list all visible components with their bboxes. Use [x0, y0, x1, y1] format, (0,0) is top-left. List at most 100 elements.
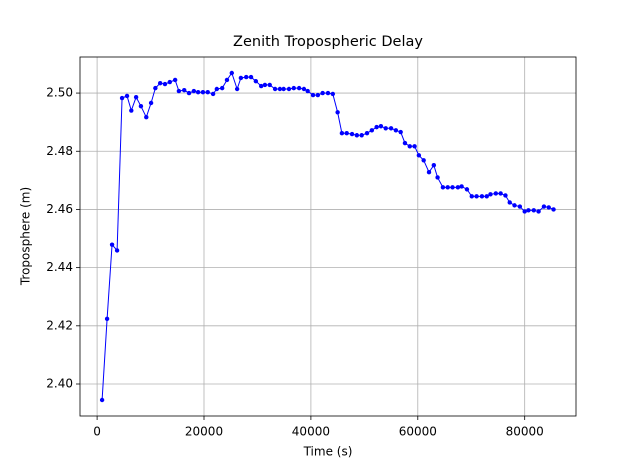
data-point [440, 185, 446, 190]
data-point [455, 185, 461, 190]
data-point [374, 124, 379, 130]
data-point [459, 184, 464, 189]
data-point [291, 85, 296, 91]
data-point [114, 248, 120, 253]
data-point [200, 90, 206, 95]
data-point [305, 88, 310, 94]
data-point [229, 70, 234, 76]
data-point [214, 86, 220, 92]
data-point [296, 85, 302, 91]
data-point [398, 129, 403, 135]
data-point [416, 153, 422, 158]
data-point [195, 90, 201, 95]
data-point [479, 194, 485, 199]
data-point [129, 108, 134, 113]
data-point [369, 128, 375, 133]
data-point [402, 140, 408, 146]
data-point [412, 144, 417, 149]
data-point [162, 81, 168, 87]
y-tick-label: 2.42 [46, 318, 73, 332]
data-point [167, 79, 172, 85]
data-point [248, 74, 254, 80]
data-point [138, 103, 144, 109]
data-point [450, 185, 455, 190]
data-point [330, 91, 336, 97]
data-point [421, 158, 426, 163]
data-point [407, 144, 412, 149]
y-tick-label: 2.40 [46, 376, 73, 390]
data-point [484, 194, 489, 199]
data-point [469, 194, 474, 199]
data-point [339, 131, 345, 136]
data-point [182, 87, 187, 93]
data-point [219, 85, 225, 91]
data-point [258, 83, 264, 89]
data-point [272, 86, 278, 92]
data-point [522, 209, 527, 214]
data-point [191, 88, 197, 94]
data-point [488, 192, 493, 197]
data-point [507, 200, 512, 205]
data-point [359, 133, 364, 138]
data-point [104, 316, 110, 322]
data-point [445, 185, 450, 190]
x-axis-label: Time (s) [303, 445, 353, 459]
data-point [224, 77, 230, 83]
y-axis-label: Troposphere (m) [19, 187, 33, 286]
data-point [320, 90, 325, 96]
x-tick-label: 80000 [506, 425, 544, 439]
data-point [531, 208, 536, 213]
data-point [378, 124, 384, 129]
data-point [210, 91, 216, 97]
y-tick-label: 2.44 [46, 260, 73, 274]
x-tick-label: 60000 [399, 425, 437, 439]
y-tick-label: 2.46 [46, 202, 73, 216]
data-point [238, 75, 244, 81]
data-point [493, 191, 499, 196]
chart-title: Zenith Tropospheric Delay [233, 34, 423, 50]
data-point [99, 397, 105, 403]
data-point [172, 77, 178, 83]
data-point [315, 92, 321, 98]
data-point [536, 209, 541, 214]
data-line [101, 71, 554, 401]
data-point [281, 86, 286, 92]
data-point [253, 78, 259, 84]
data-point [512, 203, 517, 208]
data-point [277, 86, 283, 92]
data-point [109, 242, 115, 247]
data-point [133, 94, 139, 100]
data-point [286, 86, 292, 92]
data-point [205, 90, 210, 95]
data-point [364, 131, 370, 136]
data-point [498, 191, 503, 196]
data-point [234, 86, 240, 92]
data-point [119, 95, 125, 101]
data-point [435, 175, 440, 180]
data-point [144, 115, 149, 120]
data-point [153, 85, 158, 91]
data-point [431, 163, 437, 168]
data-point [354, 133, 360, 138]
y-tick-label: 2.48 [46, 144, 73, 158]
data-point [344, 131, 349, 136]
data-point [244, 74, 249, 80]
data-point [335, 110, 340, 115]
data-point [464, 187, 470, 192]
data-point [546, 205, 551, 210]
data-point [541, 204, 547, 209]
x-tick-label: 20000 [185, 425, 223, 439]
x-tick-label: 40000 [292, 425, 330, 439]
y-tick-label: 2.50 [46, 86, 73, 100]
data-point [186, 90, 192, 96]
data-point [267, 82, 272, 88]
data-point [551, 207, 556, 212]
data-point [503, 193, 508, 198]
data-point [388, 126, 394, 131]
data-point [157, 80, 163, 86]
data-point [426, 170, 432, 175]
data-point [301, 86, 307, 92]
data-point [176, 88, 182, 94]
data-point [383, 126, 388, 131]
